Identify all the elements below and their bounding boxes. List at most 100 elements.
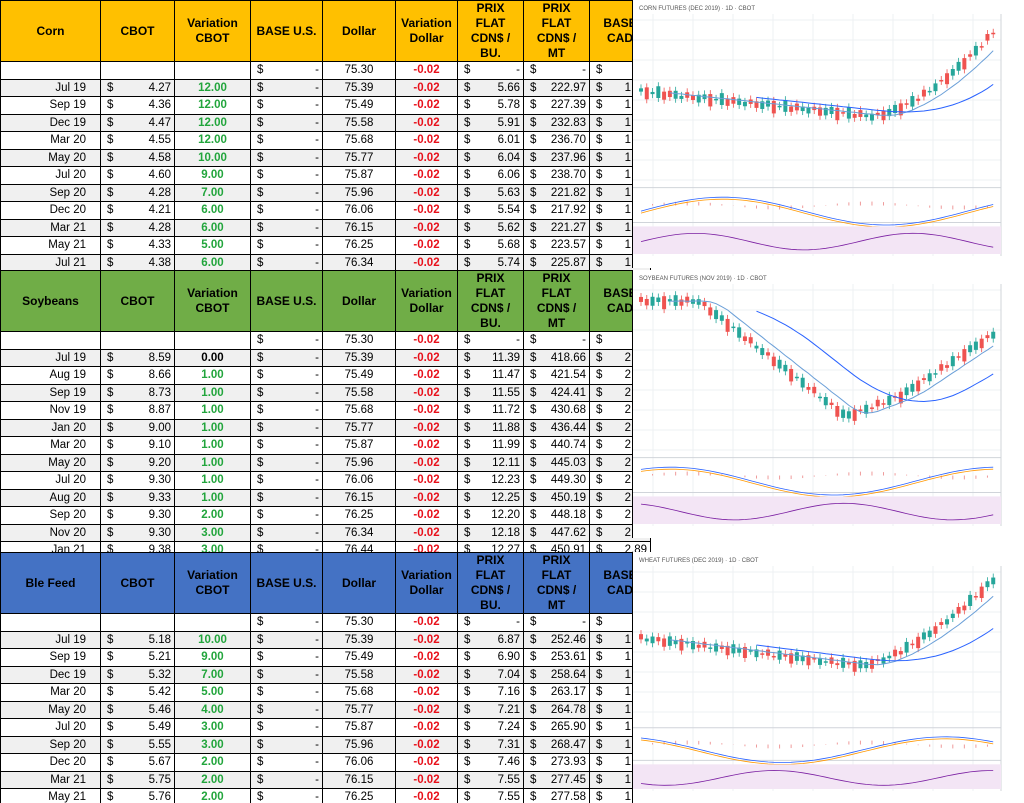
cbot-price: $8.66 [100, 366, 175, 385]
dollar-sign: $ [107, 81, 114, 94]
prix-flat-bu: $5.68 [457, 236, 524, 255]
dollar-sign: $ [107, 791, 114, 803]
prix-flat-bu: $ - [457, 61, 524, 80]
variation-cbot: 5.00 [174, 236, 251, 255]
dollar-sign: $ [257, 651, 264, 664]
candle-body [760, 348, 765, 356]
candle-body [737, 98, 742, 105]
variation-dollar: -0.02 [395, 383, 458, 402]
base-us-value: - [315, 134, 319, 147]
chart-background [633, 552, 1023, 803]
prix-flat-bu-value: 5.78 [497, 99, 520, 112]
dollar-sign: $ [107, 738, 114, 751]
dollar-sign: $ [530, 509, 537, 522]
dollar-sign: $ [107, 369, 114, 382]
variation-dollar: -0.02 [395, 523, 458, 542]
dollar-sign: $ [257, 721, 264, 734]
table-row: Dec 19 $4.47 12.00 $ -75.58 -0.02 $5.91 $232.83… [0, 113, 651, 132]
cbot-price: $9.30 [100, 523, 175, 542]
cbot-price: $4.55 [100, 131, 175, 150]
candle-body [835, 663, 840, 666]
signal-line [640, 198, 994, 228]
dollar-rate: 75.77 [322, 700, 396, 719]
prix-flat-bu: $5.78 [457, 96, 524, 115]
table-title: Ble Feed [0, 552, 101, 614]
contract-month: Dec 19 [0, 665, 101, 684]
variation-cbot: 1.00 [174, 488, 251, 507]
prix-flat-mt: $232.83 [523, 113, 590, 132]
prix-flat-mt: $436.44 [523, 418, 590, 437]
prix-flat-bu-value: 5.62 [497, 221, 520, 234]
table-row: Jul 20 $5.49 3.00 $ -75.87 -0.02 $7.24 $265.90 $… [0, 718, 651, 737]
table-title: Corn [0, 0, 101, 62]
candle-body [893, 649, 898, 657]
prix-flat-bu-value: 5.74 [497, 256, 520, 269]
candle-body [754, 345, 759, 349]
table-row: Jul 20 $9.30 1.00 $ -76.06 -0.02 $12.23 $449.30… [0, 471, 651, 490]
dollar-sign: $ [464, 456, 471, 469]
dollar-sign: $ [530, 668, 537, 681]
dollar-sign: $ [596, 81, 603, 94]
candle-body [800, 655, 805, 662]
contract-month: May 20 [0, 453, 101, 472]
cbot-price-value: 4.33 [148, 239, 171, 252]
candle-body [846, 411, 851, 419]
candlestick-chart: CORN FUTURES (DEC 2019) · 1D · CBOT [633, 0, 1023, 268]
contract-month: Jul 20 [0, 166, 101, 185]
candle-body [812, 658, 817, 660]
candle-body [904, 641, 909, 653]
candle-body [685, 641, 690, 644]
dollar-sign: $ [464, 474, 471, 487]
prix-flat-mt-value: - [582, 64, 586, 77]
dollar-sign: $ [107, 439, 114, 452]
prix-flat-bu-value: 7.16 [497, 686, 520, 699]
candle-body [985, 34, 990, 41]
rsi-line [640, 770, 994, 786]
base-us-value: - [315, 456, 319, 469]
base-us-value: - [315, 151, 319, 164]
variation-dollar: -0.02 [395, 453, 458, 472]
cbot-price-value: 8.87 [148, 404, 171, 417]
variation-dollar: -0.02 [395, 735, 458, 754]
dollar-sign: $ [107, 134, 114, 147]
candle-body [852, 409, 857, 421]
candle-body [927, 90, 932, 93]
candle-body [846, 662, 851, 665]
header-base-us: BASE U.S. [250, 0, 323, 62]
dollar-sign: $ [257, 151, 264, 164]
candle-body [742, 101, 747, 107]
prix-flat-bu: $11.99 [457, 436, 524, 455]
candle-body [991, 577, 996, 585]
table-row: Jul 19 $5.18 10.00 $ -75.39 -0.02 $6.87 $252.46… [0, 630, 651, 649]
dollar-rate: 75.77 [322, 148, 396, 167]
prix-flat-mt: $418.66 [523, 348, 590, 367]
prix-flat-mt: $273.93 [523, 753, 590, 772]
cbot-price: $4.60 [100, 166, 175, 185]
table-row: Aug 19 $8.66 1.00 $ -75.49 -0.02 $11.47 $421.54… [0, 366, 651, 385]
variation-cbot: 2.00 [174, 753, 251, 772]
contract-month: Aug 19 [0, 366, 101, 385]
dollar-sign: $ [257, 421, 264, 434]
cbot-price: $9.20 [100, 453, 175, 472]
prix-flat-bu: $7.55 [457, 770, 524, 789]
dollar-sign: $ [596, 134, 603, 147]
base-us-value: - [315, 169, 319, 182]
table-row: Sep 19 $4.36 12.00 $ -75.49 -0.02 $5.78 $227.39… [0, 96, 651, 115]
candle-body [950, 69, 955, 76]
moving-average-20 [756, 628, 994, 662]
header-cbot: CBOT [100, 552, 175, 614]
dollar-sign: $ [530, 456, 537, 469]
table-row: Mar 20 $5.42 5.00 $ -75.68 -0.02 $7.16 $263.17 $… [0, 683, 651, 702]
base-us: $ - [250, 718, 323, 737]
candle-body [968, 54, 973, 57]
variation-cbot: 2.00 [174, 506, 251, 525]
variation-cbot [174, 61, 251, 80]
futures-chart: CORN FUTURES (DEC 2019) · 1D · CBOT [632, 0, 1024, 268]
cbot-price-value: 5.42 [148, 686, 171, 699]
dollar-sign: $ [107, 773, 114, 786]
base-us-value: - [315, 256, 319, 269]
candle-body [841, 112, 846, 114]
candle-body [968, 594, 973, 607]
moving-average-5 [669, 50, 994, 116]
cbot-price-value: 4.55 [148, 134, 171, 147]
